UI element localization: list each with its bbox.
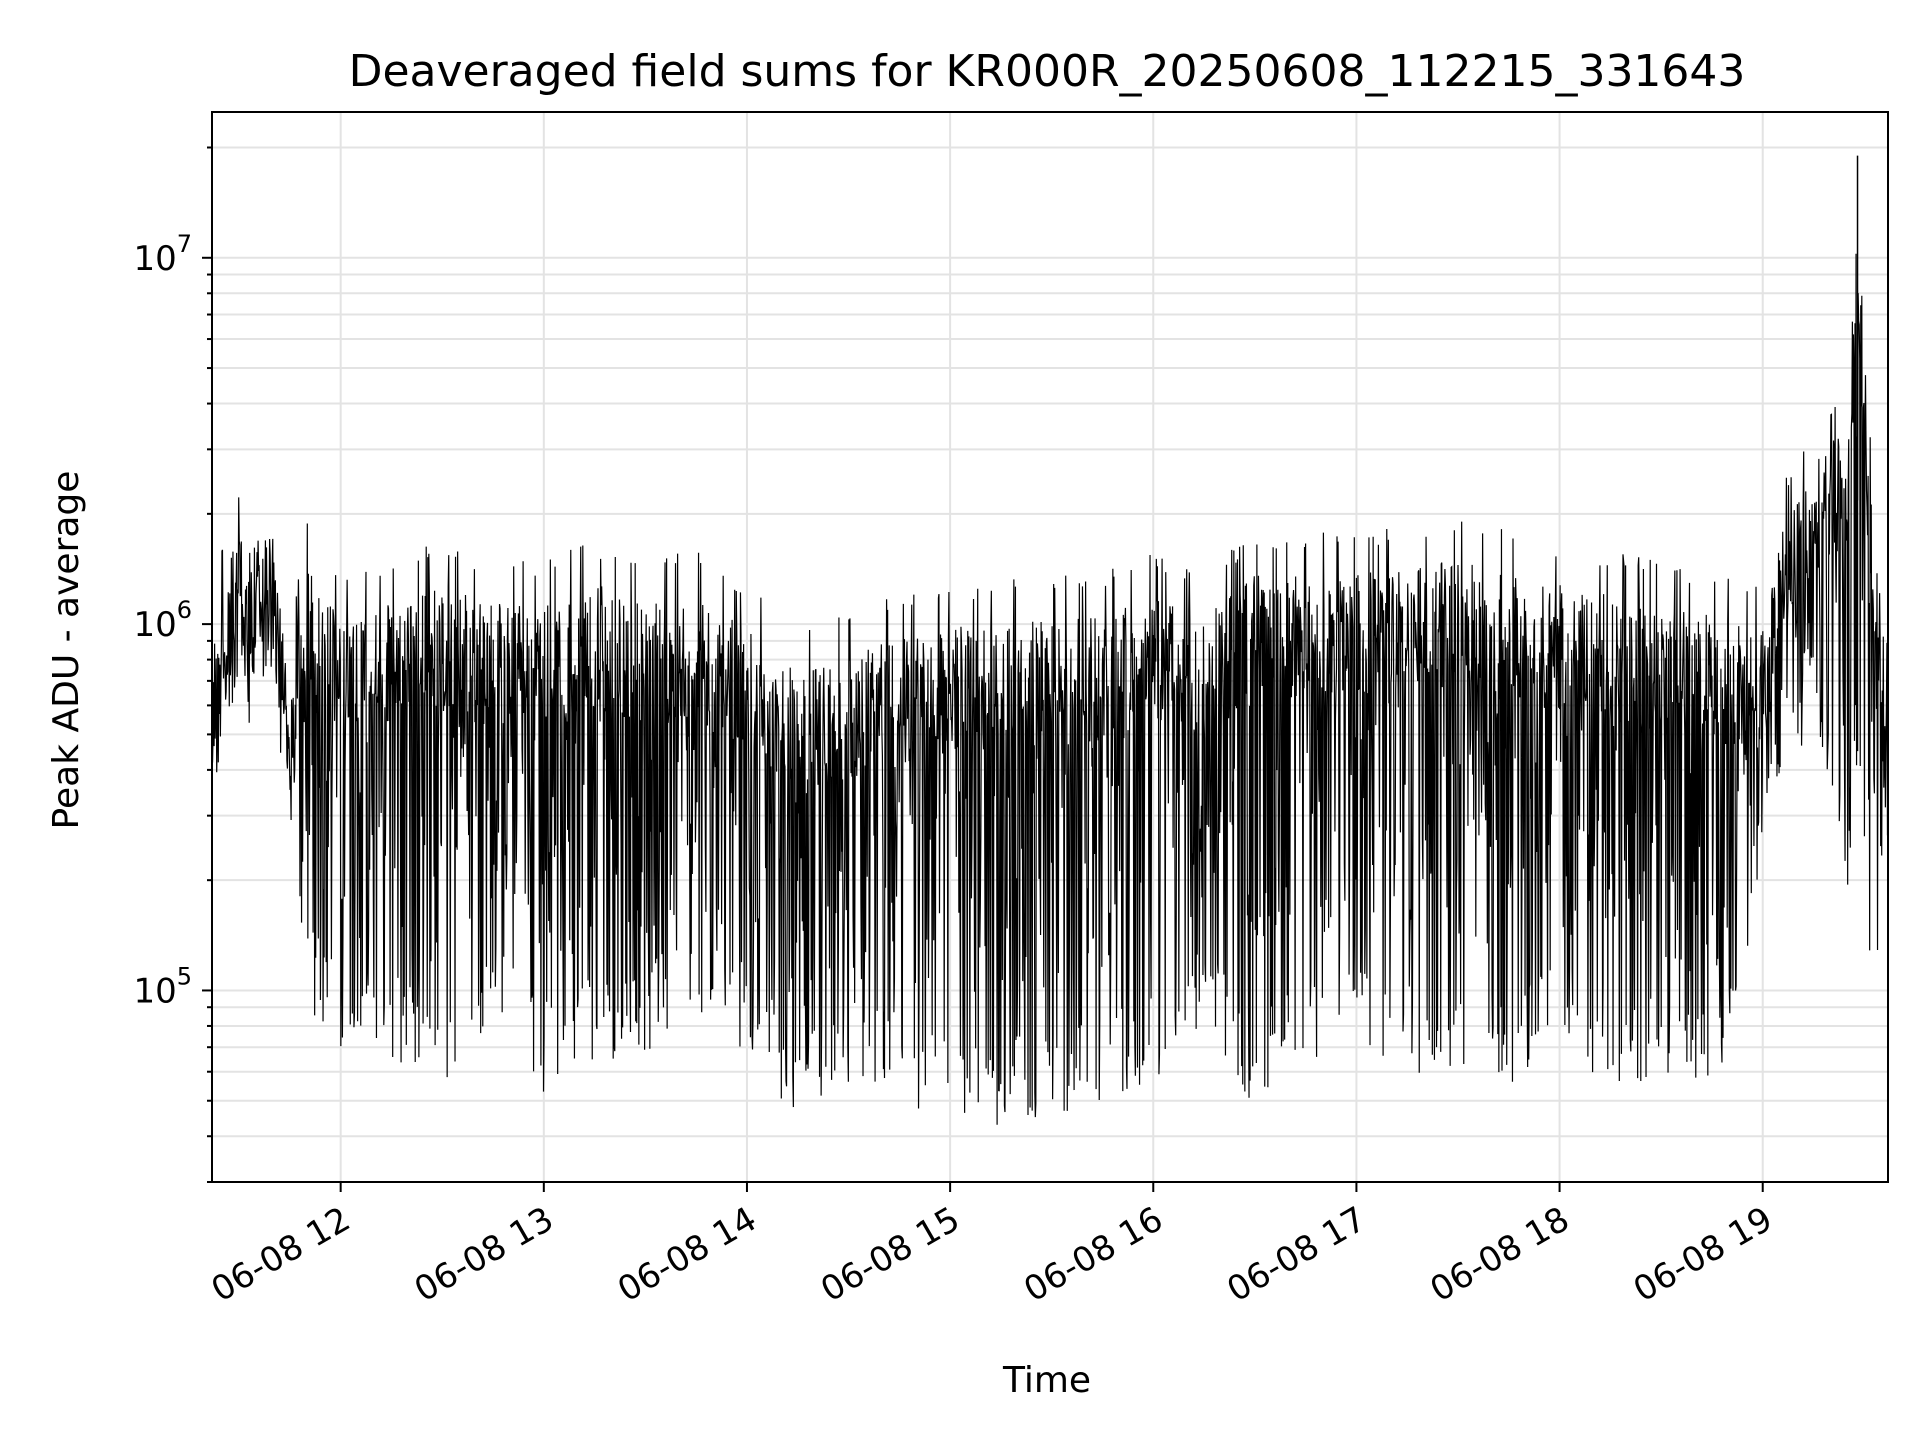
x-tick-label: 06-08 15 xyxy=(814,1199,966,1310)
y-axis-label: Peak ADU - average xyxy=(46,471,87,830)
x-tick-label: 06-08 16 xyxy=(1017,1199,1169,1310)
y-tick-label: 106 xyxy=(133,596,192,645)
x-tick-label: 06-08 17 xyxy=(1221,1199,1373,1310)
x-tick-label: 06-08 14 xyxy=(611,1199,763,1310)
y-axis: 105 106 107 xyxy=(133,146,212,1183)
plot-area xyxy=(211,155,1889,1125)
y-tick-label: 105 xyxy=(133,962,192,1011)
x-tick-label: 06-08 18 xyxy=(1424,1199,1576,1310)
y-tick-label: 107 xyxy=(133,230,192,279)
plot-frame xyxy=(211,111,1889,1183)
x-axis-label: Time xyxy=(1002,1360,1091,1401)
series-line xyxy=(211,253,1889,1125)
x-axis: 06-08 12 06-08 13 06-08 14 06-08 15 06-08 16… xyxy=(205,1182,1779,1310)
x-tick-label: 06-08 12 xyxy=(205,1199,357,1310)
chart-title: Deaveraged field sums for KR000R_2025060… xyxy=(349,46,1746,97)
x-tick-label: 06-08 13 xyxy=(408,1199,560,1310)
x-tick-label: 06-08 19 xyxy=(1627,1199,1779,1310)
